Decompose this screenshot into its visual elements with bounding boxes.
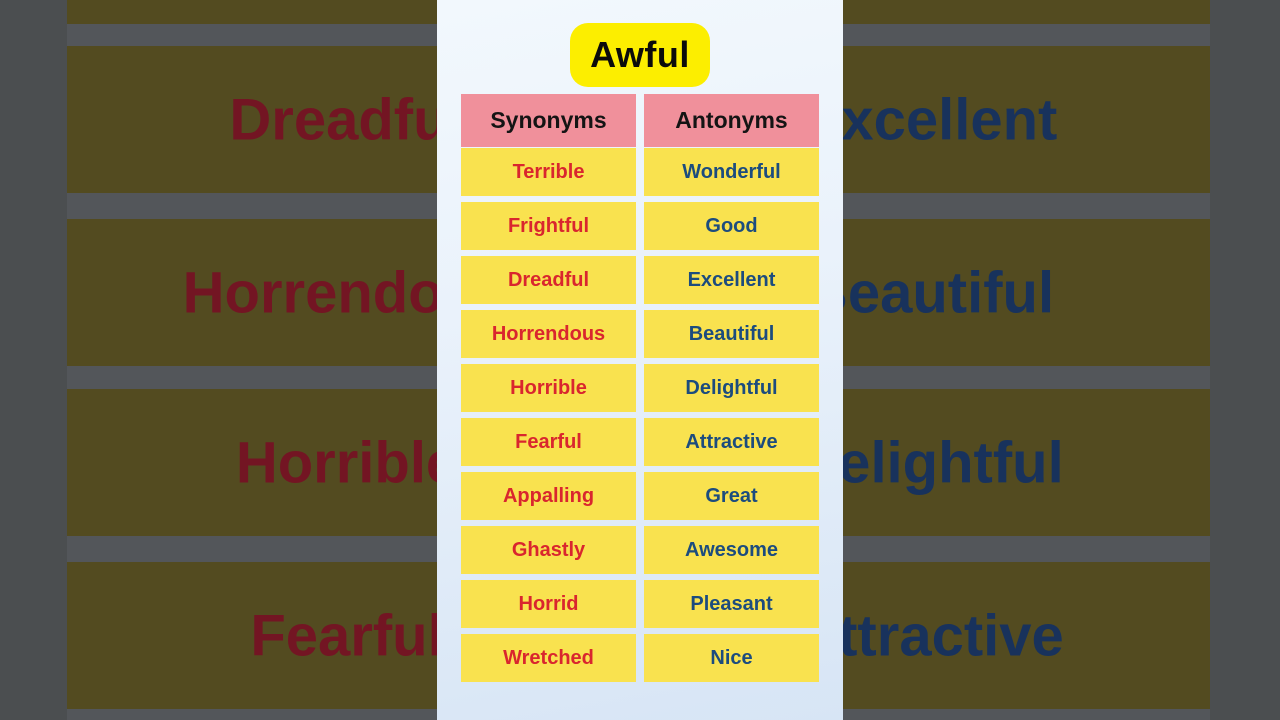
synonym-cell: Appalling [461, 472, 636, 520]
antonym-cell: Nice [644, 634, 819, 682]
page-title: Awful [590, 34, 690, 75]
synonyms-column-header: Synonyms [461, 94, 636, 147]
background-word-antonym: Beautiful [805, 260, 1055, 325]
vocab-panel: Awful Synonyms Antonyms Terrible Wonderf… [437, 0, 843, 720]
antonym-cell: Awesome [644, 526, 819, 574]
antonym-cell: Pleasant [644, 580, 819, 628]
synonym-cell: Ghastly [461, 526, 636, 574]
synonym-cell: Fearful [461, 418, 636, 466]
synonym-cell: Dreadful [461, 256, 636, 304]
antonym-cell: Attractive [644, 418, 819, 466]
synonym-antonym-table: Synonyms Antonyms Terrible Wonderful Fri… [461, 94, 819, 682]
background-bar: Dreadful Excellent [67, 46, 1210, 193]
antonym-cell: Delightful [644, 364, 819, 412]
antonym-cell: Great [644, 472, 819, 520]
background-word-synonym: Horrible [235, 430, 459, 495]
antonym-cell: Beautiful [644, 310, 819, 358]
background-word-antonym: Excellent [802, 87, 1058, 152]
synonym-cell: Horrid [461, 580, 636, 628]
title-wrap: Awful [437, 23, 843, 87]
antonym-cell: Excellent [644, 256, 819, 304]
background-word-synonym: Dreadful [229, 87, 465, 152]
antonym-cell: Good [644, 202, 819, 250]
synonym-cell: Frightful [461, 202, 636, 250]
synonym-cell: Wretched [461, 634, 636, 682]
title-badge: Awful [570, 23, 710, 87]
synonym-cell: Horrendous [461, 310, 636, 358]
synonym-cell: Terrible [461, 148, 636, 196]
background-word-synonym: Fearful [250, 603, 444, 668]
synonym-cell: Horrible [461, 364, 636, 412]
antonyms-column-header: Antonyms [644, 94, 819, 147]
antonym-cell: Wonderful [644, 148, 819, 196]
